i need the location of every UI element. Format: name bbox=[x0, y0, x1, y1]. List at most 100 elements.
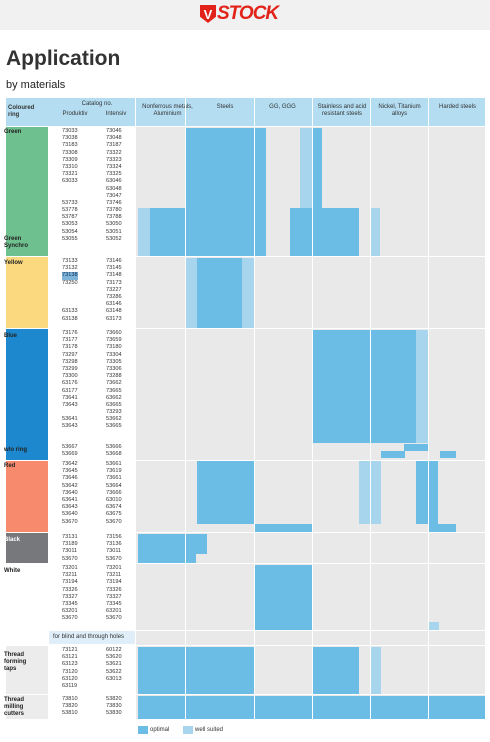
band-optimal bbox=[138, 534, 207, 554]
ring-label-red: Red bbox=[4, 463, 16, 469]
band-well-suited bbox=[370, 208, 380, 256]
catalog-number: 63173 bbox=[106, 315, 122, 322]
catalog-number: 53051 bbox=[106, 228, 122, 235]
catalog-number: 73189 bbox=[62, 541, 78, 548]
catalog-number: 63138 bbox=[62, 315, 78, 322]
band-optimal bbox=[185, 128, 266, 256]
band-optimal bbox=[440, 451, 456, 458]
band-optimal bbox=[290, 208, 312, 256]
catalog-number bbox=[62, 294, 78, 301]
catalog-number: 73788 bbox=[106, 214, 122, 221]
catalog-number: 73176 bbox=[62, 330, 78, 336]
catalog-number: 73201 bbox=[62, 565, 78, 571]
grid-row-line bbox=[6, 532, 485, 533]
grid-row-line bbox=[6, 645, 485, 646]
page-subtitle: by materials bbox=[6, 79, 66, 91]
catalog-number: 73121 bbox=[62, 647, 78, 653]
header-intensiv: Intensiv bbox=[105, 111, 127, 117]
ring-thread-milling bbox=[6, 695, 48, 719]
catalog-number: 73321 bbox=[62, 171, 78, 178]
catalog-number: 73146 bbox=[106, 258, 122, 264]
catalog-column-produktiv: 73201 73211 73194 73326 73327 73345 63201 53670 bbox=[62, 565, 78, 623]
catalog-number: 73659 bbox=[106, 337, 122, 344]
catalog-number: 73177 bbox=[62, 337, 78, 344]
catalog-number: 53787 bbox=[62, 214, 78, 221]
band-optimal bbox=[404, 444, 428, 451]
catalog-number: 53830 bbox=[106, 710, 122, 717]
catalog-column-intensiv: 73146 73145 73148 73173 73227 73286 63146 63148… bbox=[106, 258, 122, 323]
catalog-column-produktiv: 53667 53669 bbox=[62, 444, 78, 458]
catalog-column-produktiv: 73133 73132 73138 73250 63133 63138 bbox=[62, 258, 78, 323]
catalog-number: 73830 bbox=[106, 703, 122, 710]
ring-label-yellow: Yellow bbox=[4, 260, 23, 266]
catalog-number bbox=[62, 301, 78, 308]
catalog-number: 53670 bbox=[106, 615, 122, 622]
header-bar: V STOCK bbox=[0, 0, 490, 30]
catalog-number: 73619 bbox=[106, 468, 122, 475]
catalog-number: 73820 bbox=[62, 703, 78, 710]
header-material-gg: GG, GGG bbox=[269, 104, 296, 110]
legend-swatch-well-suited bbox=[183, 726, 193, 734]
catalog-number: 63641 bbox=[62, 496, 78, 503]
catalog-column-intensiv: 53661 73619 73661 53664 73666 63010 63674 63675… bbox=[106, 461, 122, 526]
grid-row-line bbox=[6, 694, 485, 695]
band-well-suited bbox=[300, 128, 312, 208]
page-title: Application bbox=[6, 47, 121, 70]
grid-column-line bbox=[185, 98, 186, 719]
catalog-number: 63010 bbox=[106, 496, 122, 503]
catalog-number: 73187 bbox=[106, 142, 122, 149]
catalog-number: 73011 bbox=[62, 548, 78, 555]
ring-label-green: Green bbox=[4, 129, 22, 135]
header-material-stainless: Stainless and acid resistant steels bbox=[317, 104, 367, 117]
catalog-number: 53670 bbox=[62, 555, 78, 562]
catalog-column-intensiv: 53666 53668 bbox=[106, 444, 122, 458]
catalog-column-intensiv: 73156 73136 73011 53670 bbox=[106, 534, 122, 563]
catalog-number: 53733 bbox=[62, 199, 78, 206]
catalog-number: 73645 bbox=[62, 468, 78, 475]
catalog-column-produktiv: 73176 73177 73178 73297 73298 73299 73300 63176… bbox=[62, 330, 78, 431]
catalog-number: 53620 bbox=[106, 654, 122, 661]
catalog-column-produktiv: 73033 73038 73183 73308 73309 73310 73321 63033… bbox=[62, 128, 78, 243]
catalog-number: 53778 bbox=[62, 207, 78, 214]
header-material-nickel: Nickel, Titanium alloys bbox=[378, 104, 421, 117]
catalog-number: 73300 bbox=[62, 373, 78, 380]
band-optimal bbox=[197, 258, 242, 328]
grid-column-line bbox=[312, 98, 313, 719]
catalog-number: 73286 bbox=[106, 293, 122, 300]
catalog-number: 53820 bbox=[106, 696, 122, 702]
catalog-number: 73665 bbox=[106, 387, 122, 394]
catalog-number: 73662 bbox=[106, 380, 122, 387]
catalog-number: 63046 bbox=[106, 178, 122, 185]
catalog-number: 63177 bbox=[62, 387, 78, 394]
catalog-number: 63665 bbox=[106, 401, 122, 408]
ring-green bbox=[6, 127, 48, 256]
catalog-number: 63643 bbox=[62, 504, 78, 511]
band-optimal bbox=[312, 128, 322, 208]
catalog-number: 53664 bbox=[106, 482, 122, 489]
legend-optimal: optimal bbox=[150, 727, 170, 733]
catalog-number: 73180 bbox=[106, 344, 122, 351]
catalog-number: 53670 bbox=[106, 555, 122, 562]
catalog-number: 73297 bbox=[62, 351, 78, 358]
catalog-number: 73038 bbox=[62, 135, 78, 142]
catalog-number: 53670 bbox=[62, 518, 78, 525]
ring-white bbox=[6, 564, 48, 630]
catalog-number bbox=[106, 683, 122, 690]
catalog-number: 73156 bbox=[106, 534, 122, 540]
band-well-suited bbox=[185, 258, 197, 328]
catalog-number: 63201 bbox=[106, 608, 122, 615]
catalog-number: 73148 bbox=[106, 272, 122, 279]
catalog-number: 73299 bbox=[62, 365, 78, 372]
catalog-number: 73227 bbox=[106, 286, 122, 293]
catalog-number: 73325 bbox=[106, 171, 122, 178]
band-optimal bbox=[312, 330, 416, 443]
catalog-number: 73288 bbox=[106, 373, 122, 380]
catalog-number: 63662 bbox=[106, 394, 122, 401]
catalog-number: 73327 bbox=[106, 593, 122, 600]
legend-swatch-optimal bbox=[138, 726, 148, 734]
catalog-number: 53642 bbox=[62, 482, 78, 489]
catalog-number: 73746 bbox=[106, 199, 122, 206]
catalog-number: 53622 bbox=[106, 668, 122, 675]
catalog-number: 73211 bbox=[106, 572, 122, 579]
grid-row-line bbox=[6, 328, 485, 329]
